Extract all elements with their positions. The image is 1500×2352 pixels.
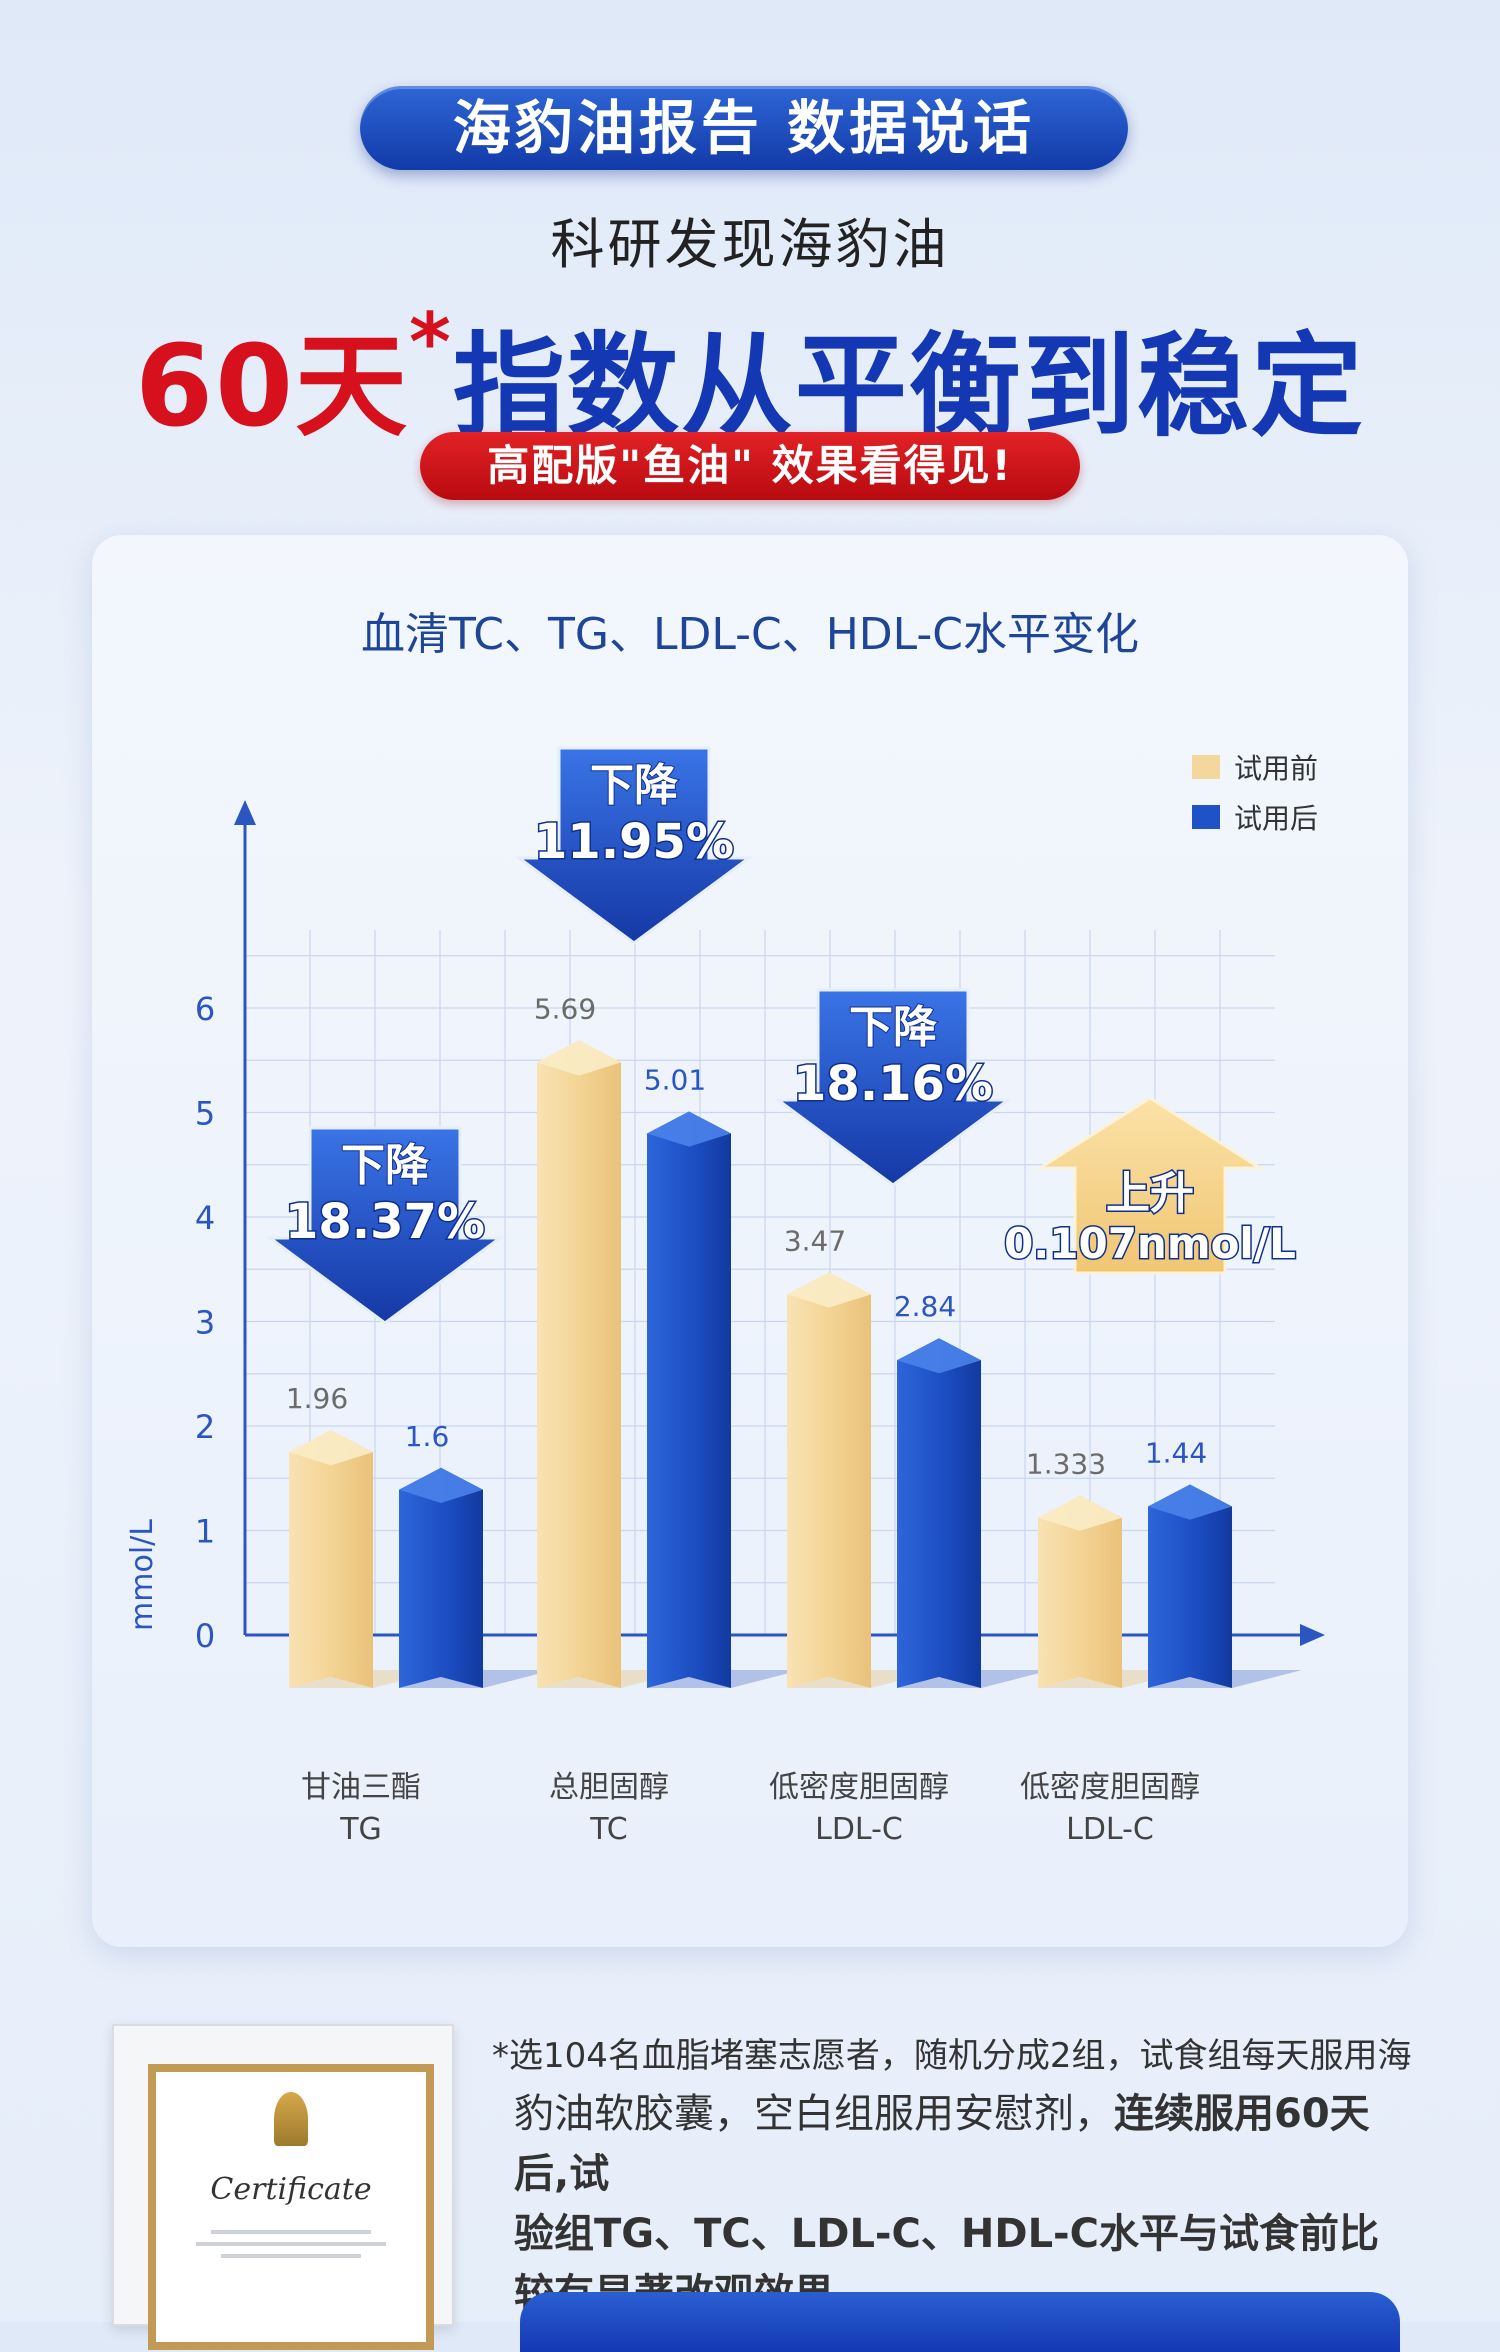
bar-after [897, 1338, 981, 1688]
data-label: 1.333 [1026, 1448, 1106, 1481]
bar-before [1038, 1495, 1122, 1688]
footnote-line-3: 验组TG、TC、LDL-C、HDL-C水平与试食前比 [492, 2204, 1412, 2264]
x-axis-arrow-icon [1300, 1624, 1325, 1646]
y-tick-label: 3 [195, 1304, 215, 1342]
y-tick-label: 6 [195, 990, 215, 1028]
footnote-line-2a: 豹油软胶囊，空白组服用安慰剂， [514, 2091, 1114, 2137]
y-axis-label: mmol/L [125, 1519, 160, 1631]
legend-swatch-before [1192, 755, 1220, 779]
certificate-frame: Certificate [148, 2064, 434, 2350]
x-category-label: 低密度胆固醇 [1020, 1770, 1200, 1805]
annotation-label: 下降 [849, 1002, 937, 1053]
bar-before [787, 1272, 871, 1688]
bar-top [289, 1430, 373, 1466]
legend-label-after: 试用后 [1234, 802, 1319, 835]
x-category-code: LDL-C [1066, 1812, 1154, 1847]
headline-days: 60天 [135, 322, 409, 452]
data-label: 1.96 [286, 1382, 348, 1415]
footnote-line-1: *选104名血脂堵塞志愿者，随机分成2组，试食组每天服用海 [492, 2036, 1412, 2076]
down-arrow-icon [514, 746, 754, 945]
x-category-label: 甘油三酯 [301, 1770, 421, 1805]
effect-badge: 高配版"鱼油" 效果看得见! [420, 432, 1080, 500]
bar-chart: 0 1 2 3 4 5 6 mmol/L 1.96 1.6 甘油三酯 TG 5.69 5.01 总胆固醇 T… [125, 746, 1325, 1847]
data-label: 5.69 [534, 992, 596, 1025]
bottom-banner [520, 2292, 1400, 2352]
down-arrow-icon [265, 1126, 505, 1325]
chart-legend: 试用前 试用后 [1192, 742, 1318, 842]
bar-top [897, 1338, 981, 1374]
x-category-code: TC [589, 1812, 628, 1847]
legend-label-before: 试用前 [1234, 752, 1319, 785]
certificate-lines [186, 2222, 396, 2266]
annotation-value: 18.37% [285, 1194, 485, 1250]
chart-title: 血清TC、TG、LDL-C、HDL-C水平变化 [360, 609, 1140, 660]
bar-top [787, 1272, 871, 1308]
down-arrow-icon [773, 988, 1013, 1187]
annotation-value: 18.16% [793, 1056, 993, 1112]
footnote-line-2: 豹油软胶囊，空白组服用安慰剂，连续服用60天后,试 [492, 2084, 1412, 2204]
bar-before [289, 1430, 373, 1688]
certificate-title: Certificate [210, 2172, 372, 2207]
annotation-label: 下降 [341, 1140, 429, 1191]
legend-item-before: 试用前 [1192, 742, 1318, 792]
data-label: 3.47 [784, 1224, 846, 1257]
up-arrow-icon [1034, 1096, 1266, 1275]
annotation-label: 下降 [590, 760, 678, 811]
bar-after [1148, 1484, 1232, 1688]
bar-top [537, 1040, 621, 1076]
headline: 60天*指数从平衡到稳定 [0, 296, 1500, 458]
footnote-line-2b: 连续服用60天后,试 [514, 2091, 1370, 2197]
change-annotation: 上升0.107nmol/L [1003, 1096, 1297, 1275]
x-category-label: 总胆固醇 [549, 1770, 669, 1805]
bar-top [1148, 1484, 1232, 1520]
y-tick-label: 1 [195, 1513, 215, 1551]
x-category-code: LDL-C [815, 1812, 903, 1847]
headline-main: 指数从平衡到稳定 [452, 322, 1365, 452]
footnote: *选104名血脂堵塞志愿者，随机分成2组，试食组每天服用海 豹油软胶囊，空白组服… [492, 2028, 1412, 2324]
y-tick-label: 0 [195, 1617, 215, 1655]
legend-item-after: 试用后 [1192, 792, 1318, 842]
bar-after [647, 1111, 731, 1688]
bar-top [399, 1467, 483, 1503]
bar-after [399, 1467, 483, 1688]
bar-top [647, 1111, 731, 1147]
legend-swatch-after [1192, 805, 1220, 829]
y-tick-label: 4 [195, 1199, 215, 1237]
y-tick-label: 5 [195, 1095, 215, 1133]
certificate-image: Certificate [112, 2024, 454, 2350]
annotation-label: 上升 [1106, 1168, 1194, 1219]
y-axis-arrow-icon [234, 800, 256, 825]
bar-before [537, 1040, 621, 1688]
subtitle: 科研发现海豹油 [550, 213, 950, 276]
annotation-value: 11.95% [534, 814, 734, 870]
bar-top [1038, 1495, 1122, 1531]
certificate-seal-icon [274, 2092, 308, 2146]
data-label: 2.84 [894, 1290, 956, 1323]
annotation-value: 0.107nmol/L [1004, 1219, 1296, 1268]
headline-star: * [409, 296, 453, 389]
data-label: 5.01 [644, 1063, 706, 1096]
report-title-pill: 海豹油报告 数据说话 [360, 86, 1128, 170]
footnote-line-3-text: 验组TG、TC、LDL-C、HDL-C水平与试食前比 [514, 2211, 1380, 2257]
data-label: 1.6 [405, 1420, 450, 1453]
x-category-label: 低密度胆固醇 [769, 1770, 949, 1805]
x-category-code: TG [339, 1812, 382, 1847]
y-tick-label: 2 [195, 1408, 215, 1446]
data-label: 1.44 [1145, 1437, 1207, 1470]
